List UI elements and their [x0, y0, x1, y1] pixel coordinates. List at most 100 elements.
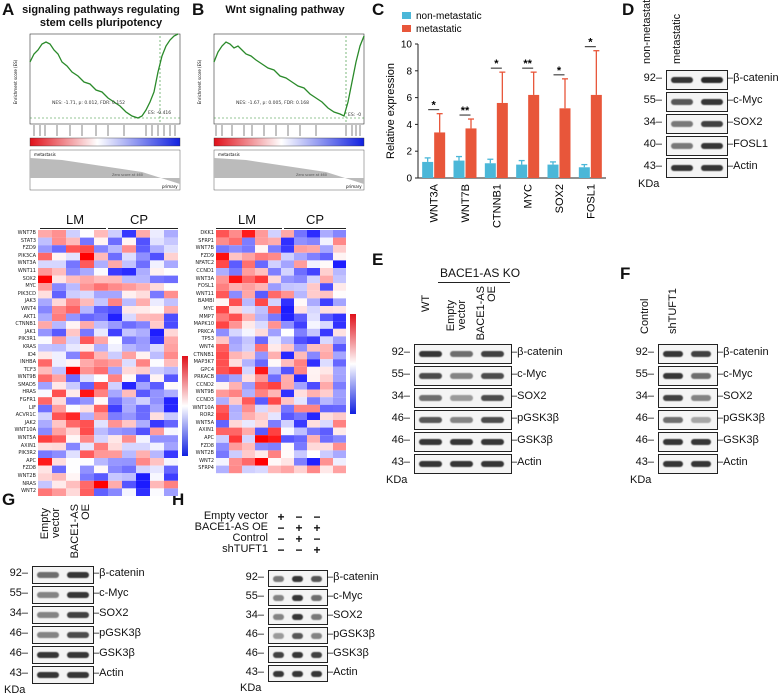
- heatmap-cell: [164, 359, 178, 367]
- heatmap-cell: [294, 268, 307, 276]
- heatmap-cell: [255, 283, 268, 291]
- heatmap-cell: [80, 336, 94, 344]
- heatmap-cell: [229, 442, 242, 451]
- heatmap-cell: [66, 313, 80, 322]
- heatmap-cell: [94, 374, 108, 382]
- heatmap-cell: [66, 480, 80, 489]
- heatmap-cell: [229, 275, 242, 284]
- heatmap-gene-label: WNT3A: [17, 260, 36, 267]
- heatmap-cell: [122, 366, 136, 375]
- heatmap-b-grid: [216, 230, 346, 474]
- heatmap-cell: [108, 435, 122, 443]
- lane-label: BACE1-AS OE: [69, 504, 92, 559]
- heatmap-cell: [229, 427, 242, 436]
- blot-band: [419, 351, 442, 357]
- heatmap-gene-label: PRKCA: [197, 328, 214, 335]
- heatmap-cell: [94, 351, 108, 360]
- blot-strip: [658, 344, 718, 364]
- protein-label: –SOX2: [93, 607, 129, 619]
- gsea-a-title-line2: stem cells pluripotency: [39, 17, 163, 29]
- heatmap-cell: [281, 382, 294, 390]
- heatmap-cell: [294, 450, 307, 458]
- condition-sign: −: [277, 532, 285, 546]
- heatmap-cell: [52, 458, 66, 466]
- protein-label: –pGSK3β: [511, 412, 559, 424]
- heatmap-cell: [94, 435, 108, 443]
- heatmap-cell: [150, 237, 164, 246]
- heatmap-cell: [108, 480, 122, 489]
- heatmap-cell: [307, 465, 320, 474]
- lane-label: WT: [420, 294, 432, 312]
- blot-band: [450, 351, 473, 357]
- heatmap-cell: [164, 237, 178, 246]
- heatmap-cell: [164, 298, 178, 306]
- heatmap-cell: [136, 465, 150, 474]
- lane-label: metastatic: [671, 13, 683, 64]
- heatmap-cell: [38, 473, 52, 481]
- heatmap-cell: [164, 328, 178, 337]
- heatmap-cell: [255, 420, 268, 428]
- heatmap-gene-label: CCND3: [196, 397, 214, 404]
- heatmap-cell: [136, 427, 150, 436]
- heatmap-cell: [38, 344, 52, 352]
- heatmap-cell: [122, 313, 136, 322]
- heatmap-cell: [307, 298, 320, 306]
- heatmap-cell: [122, 351, 136, 360]
- heatmap-cell: [122, 420, 136, 428]
- heatmap-cell: [242, 404, 255, 413]
- heatmap-cell: [38, 328, 52, 337]
- blot-band: [311, 651, 322, 658]
- gsea-b-plot: Enrichment score (ES) NES: -1.67, p: 0.0…: [197, 33, 365, 191]
- heatmap-cell: [150, 313, 164, 322]
- heatmap-cell: [136, 366, 150, 375]
- heatmap-cell: [242, 283, 255, 291]
- molecular-weight: 43–: [9, 667, 28, 679]
- heatmap-cell: [66, 420, 80, 428]
- heatmap-cell: [94, 252, 108, 261]
- heatmap-cell: [108, 306, 122, 314]
- blot-band: [37, 632, 59, 638]
- heatmap-cell: [108, 283, 122, 291]
- lane-label: Empty vector: [39, 508, 62, 540]
- heatmap-cell: [281, 412, 294, 420]
- heatmap-cell: [294, 397, 307, 405]
- lane-label: shTUFT1: [667, 288, 679, 334]
- blot-strip: [414, 366, 512, 386]
- x-tick-label: SOX2: [554, 184, 566, 213]
- heatmap-a-colorbar: [182, 356, 188, 456]
- heatmap-cell: [94, 450, 108, 458]
- heatmap-cell: [94, 336, 108, 344]
- heatmap-cell: [164, 465, 178, 474]
- blot-strip: [32, 606, 94, 624]
- protein-label: –β-catenin: [327, 570, 379, 583]
- legend-met-label: metastatic: [416, 24, 462, 35]
- heatmap-cell: [281, 252, 294, 261]
- heatmap-cell: [242, 336, 255, 344]
- heatmap-cell: [216, 359, 229, 367]
- heatmap-cell: [80, 397, 94, 405]
- heatmap-cell: [242, 382, 255, 390]
- heatmap-cell: [164, 427, 178, 436]
- heatmap-cell: [294, 336, 307, 344]
- condition-sign: +: [313, 521, 321, 535]
- heatmap-cell: [80, 458, 94, 466]
- blot-band: [37, 672, 59, 678]
- heatmap-cell: [255, 237, 268, 246]
- heatmap-gene-label: MYC: [25, 283, 36, 290]
- sig-marker: *: [494, 58, 499, 70]
- heatmap-cell: [66, 465, 80, 474]
- blot-band: [701, 77, 723, 83]
- heatmap-cell: [216, 313, 229, 322]
- heatmap-cell: [294, 344, 307, 352]
- heatmap-cell: [333, 427, 346, 436]
- heatmap-cell: [268, 442, 281, 451]
- heatmap-cell: [294, 465, 307, 474]
- heatmap-cell: [255, 427, 268, 436]
- heatmap-cell: [294, 306, 307, 314]
- blot-band: [671, 99, 693, 105]
- heatmap-cell: [38, 480, 52, 489]
- heatmap-cell: [122, 389, 136, 398]
- heatmap-cell: [80, 230, 94, 238]
- heatmap-cell: [94, 488, 108, 496]
- heatmap-cell: [52, 374, 66, 382]
